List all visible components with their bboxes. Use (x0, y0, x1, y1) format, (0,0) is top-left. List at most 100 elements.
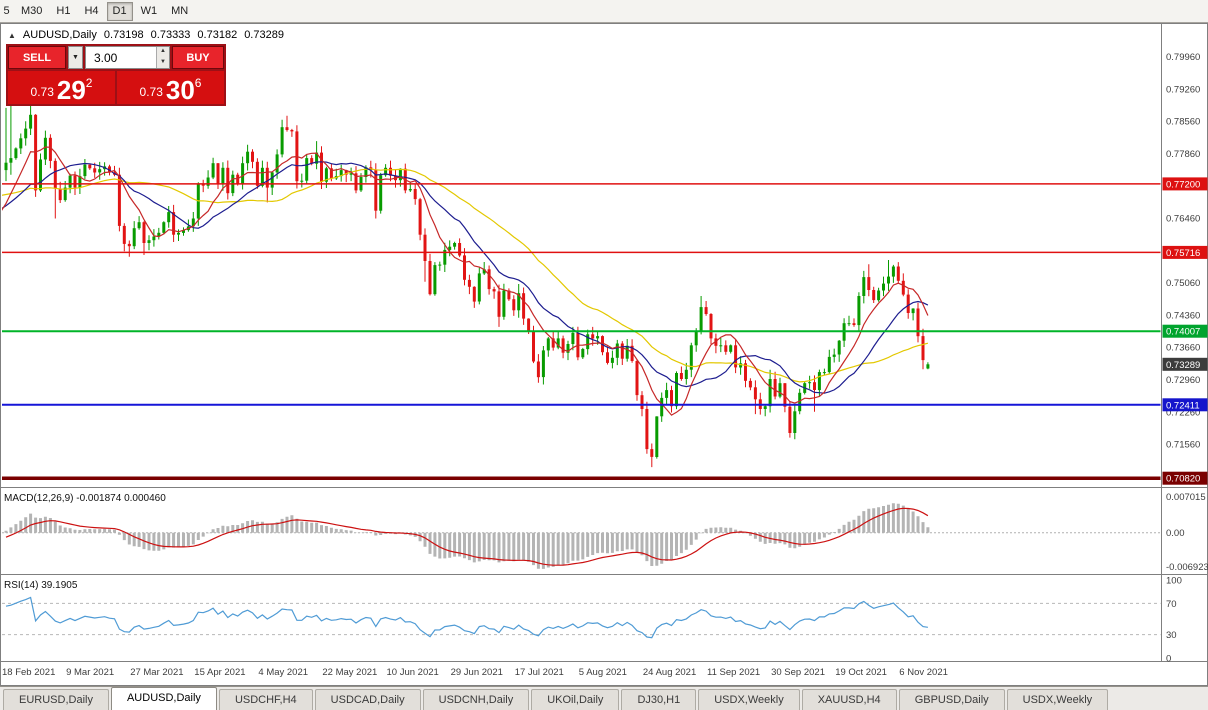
up-candle (556, 338, 560, 348)
up-candle (675, 373, 678, 407)
timeframe-button-w1[interactable]: W1 (135, 2, 164, 21)
down-candle (329, 168, 333, 179)
chart-tab-usdx-weekly[interactable]: USDX,Weekly (698, 689, 800, 710)
down-candle (753, 387, 757, 400)
up-candle (882, 283, 885, 291)
up-candle (817, 372, 821, 391)
macd-axis-label: -0.006923 (1166, 562, 1208, 573)
down-candle (418, 199, 422, 235)
up-candle (822, 372, 826, 374)
up-candle (827, 356, 831, 373)
down-candle (867, 277, 871, 290)
down-candle (127, 243, 131, 247)
down-candle (783, 383, 787, 407)
chart-tab-gbpusd-daily[interactable]: GBPUSD,Daily (898, 689, 1005, 710)
chart-tab-usdx-weekly[interactable]: USDX,Weekly (1006, 689, 1109, 710)
down-candle (467, 279, 471, 287)
macd-axis-label: 0.00 (1166, 528, 1185, 539)
down-candle (709, 314, 713, 339)
up-candle (847, 323, 851, 325)
up-candle (768, 379, 772, 407)
price-badge-label: 0.75716 (1166, 248, 1200, 259)
ohlc-close: 0.73289 (244, 29, 284, 41)
up-candle (221, 167, 225, 184)
timeframe-button-m30[interactable]: M30 (15, 2, 48, 21)
up-candle (63, 187, 67, 201)
volume-decrease-button[interactable]: ▼ (160, 58, 166, 65)
up-candle (167, 212, 171, 223)
chart-tab-xauusd-h4[interactable]: XAUUSD,H4 (801, 689, 897, 710)
buy-price-pips: 30 (165, 75, 195, 105)
up-candle (546, 338, 550, 351)
chart-tab-usdchf-h4[interactable]: USDCHF,H4 (218, 689, 313, 710)
up-candle (778, 383, 782, 397)
down-candle (389, 167, 392, 176)
up-candle (280, 127, 284, 155)
down-candle (290, 130, 294, 132)
chart-tab-eurusd-daily[interactable]: EURUSD,Daily (3, 689, 109, 710)
down-candle (788, 406, 792, 433)
up-candle (19, 138, 23, 149)
date-axis-label: 17 Jul 2021 (515, 667, 564, 678)
chart-tab-audusd-daily[interactable]: AUDUSD,Daily (110, 687, 217, 710)
down-candle (142, 222, 146, 243)
up-candle (891, 266, 895, 277)
timeframe-button-h1[interactable]: H1 (50, 2, 76, 21)
timeframe-button-mn[interactable]: MN (165, 2, 194, 21)
up-candle (719, 345, 723, 347)
down-candle (507, 290, 511, 300)
volume-stepper[interactable]: 3.00 ▲ ▼ (85, 46, 170, 69)
up-candle (364, 167, 368, 177)
up-candle (684, 369, 688, 379)
down-candle (679, 373, 683, 379)
price-badge-label: 0.73289 (1166, 360, 1200, 371)
chart-tab-usdcnh-daily[interactable]: USDCNH,Daily (422, 689, 530, 710)
up-candle (137, 222, 141, 229)
up-candle (862, 277, 866, 296)
up-candle (541, 350, 545, 378)
up-candle (191, 218, 195, 227)
price-badge-label: 0.74007 (1166, 327, 1200, 338)
timeframe-button-d1[interactable]: D1 (106, 1, 133, 21)
up-candle (9, 158, 13, 163)
up-candle (729, 345, 733, 352)
chart-canvas[interactable]: 0.79960 0.79260 0.78560 0.77860 0.76460 0.750… (0, 23, 1208, 686)
up-candle (43, 137, 47, 160)
up-candle (29, 114, 33, 129)
down-candle (93, 168, 97, 173)
sell-price-pips: 29 (56, 75, 86, 105)
macd-axis-label: 0.007015 (1166, 492, 1206, 503)
chart-tab-dj30-h1[interactable]: DJ30,H1 (621, 689, 697, 710)
sell-button[interactable]: SELL (8, 46, 66, 69)
rsi-line (5, 596, 928, 639)
down-candle (88, 164, 92, 169)
down-candle (606, 352, 609, 363)
buy-price-display[interactable]: 0.73 30 6 (117, 71, 224, 104)
timeframe-button-h4[interactable]: H4 (78, 2, 104, 21)
timeframe-button-5[interactable]: 5 (0, 2, 13, 21)
down-candle (630, 345, 634, 361)
ma-fast-line (2, 146, 929, 416)
sell-price-display[interactable]: 0.73 29 2 (8, 71, 115, 104)
chart-tab-ukoil-daily[interactable]: UKOil,Daily (531, 689, 620, 710)
up-candle (694, 331, 698, 346)
down-candle (704, 307, 708, 314)
chart-tab-usdcad-daily[interactable]: USDCAD,Daily (314, 689, 421, 710)
volume-dropdown-button[interactable]: ▼ (68, 46, 83, 69)
chevron-down-icon: ▼ (72, 54, 79, 61)
price-axis-label: 0.71560 (1166, 440, 1200, 451)
macd-header: MACD(12,26,9) -0.001874 0.000460 (4, 493, 166, 504)
buy-button[interactable]: BUY (172, 46, 224, 69)
down-candle (320, 152, 323, 182)
date-axis-label: 24 Aug 2021 (643, 667, 696, 678)
down-candle (620, 343, 624, 359)
down-candle (896, 266, 900, 281)
up-candle (384, 167, 388, 176)
date-axis-label: 19 Oct 2021 (835, 667, 887, 678)
volume-input[interactable]: 3.00 (94, 50, 118, 65)
down-candle (872, 290, 876, 301)
volume-increase-button[interactable]: ▲ (160, 48, 166, 54)
up-candle (14, 148, 18, 159)
up-candle (211, 163, 215, 178)
up-candle (379, 175, 383, 211)
